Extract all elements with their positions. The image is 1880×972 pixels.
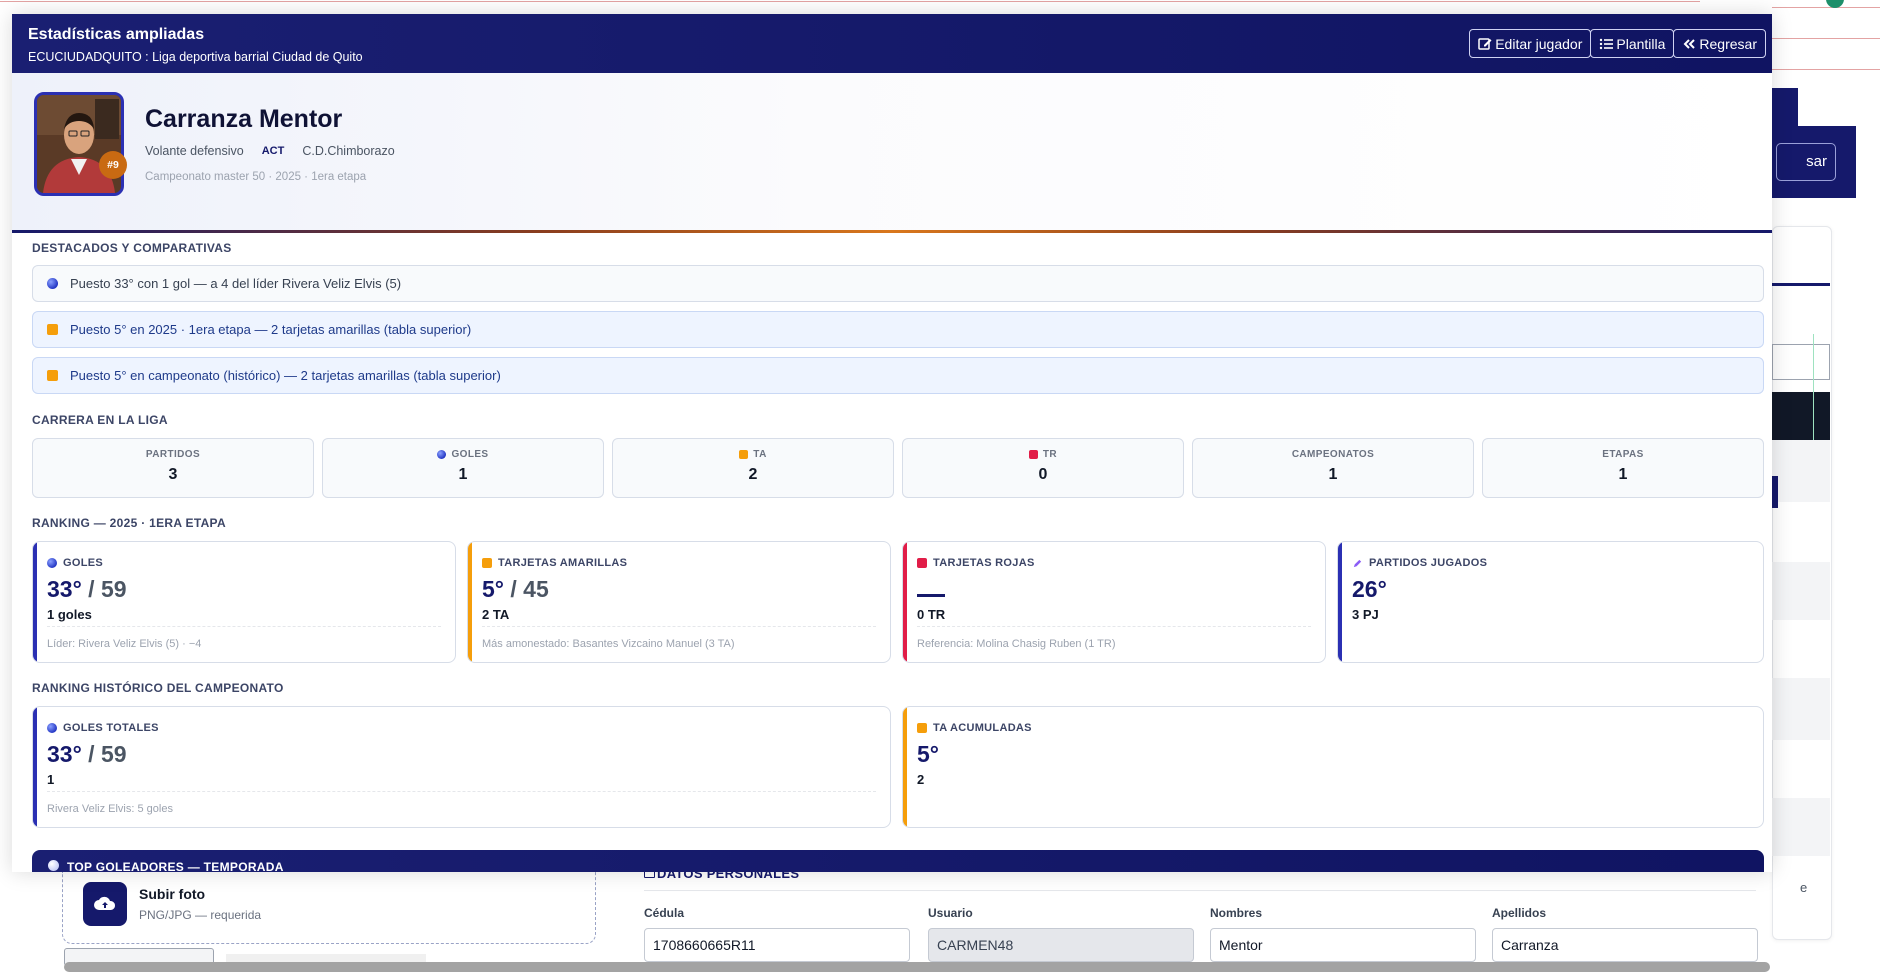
competition-label: Campeonato master 50 · 2025 · 1era etapa [145,171,367,183]
player-stats-modal: Estadísticas ampliadas ECUCIUDADQUITO : … [12,14,1772,872]
history-card-goles: GOLES TOTALES 33° / 59 1 Rivera Veliz El… [32,706,891,828]
nombres-label: Nombres [1210,906,1263,920]
player-position: Volante defensivo [145,144,244,158]
career-title: CARRERA EN LA LIGA [32,413,168,427]
red-card-icon [1028,450,1038,459]
background-input[interactable] [1772,344,1830,380]
stat-etapas: ETAPAS 1 [1482,438,1764,498]
stat-campeonatos: CAMPEONATOS 1 [1192,438,1474,498]
upload-hint: PNG/JPG — requerida [139,908,262,922]
league-name: ECUCIUDADQUITO : Liga deportiva barrial … [28,50,363,64]
back-button[interactable]: Regresar [1673,29,1766,58]
status-dot [1826,0,1844,8]
yellow-card-icon [47,324,58,335]
usuario-field[interactable]: CARMEN48 [928,928,1194,962]
background-accent [1772,476,1778,508]
yellow-card-icon [482,558,492,568]
highlight-item: Puesto 33° con 1 gol — a 4 del líder Riv… [32,265,1764,302]
photo-upload-zone[interactable]: Subir foto PNG/JPG — requerida [62,872,596,944]
modal-header: Estadísticas ampliadas ECUCIUDADQUITO : … [12,14,1772,73]
background-table-row [1772,562,1830,620]
cedula-field[interactable]: 1708660665R11 [644,928,910,962]
list-icon [1600,38,1614,49]
highlights-title: DESTACADOS Y COMPARATIVAS [32,241,232,255]
upload-title: Subir foto [139,886,206,902]
background-divider [1772,69,1880,70]
stat-goles: GOLES 1 [322,438,604,498]
rank-card-partidos: PARTIDOS JUGADOS 26° 3 PJ [1337,541,1764,663]
player-club: C.D.Chimborazo [302,144,395,158]
yellow-card-icon [917,723,927,733]
top-scorers-header: TOP GOLEADORES — TEMPORADA [32,850,1764,872]
history-title: RANKING HISTÓRICO DEL CAMPEONATO [32,681,284,695]
background-table-row [1772,678,1830,740]
jersey-number-badge: #9 [99,151,127,179]
apellidos-field[interactable]: Carranza [1492,928,1758,962]
background-divider [0,1,1700,2]
ball-icon [47,723,57,733]
background-table-row [1772,798,1830,856]
highlight-item: Puesto 5° en campeonato (histórico) — 2 … [32,357,1764,394]
apellidos-label: Apellidos [1492,906,1547,920]
yellow-card-icon [739,450,749,459]
divider [644,890,1756,891]
cloud-upload-icon [83,882,127,926]
background-panel-border [1810,334,1814,456]
ball-icon [48,860,59,871]
stat-ta: TA 2 [612,438,894,498]
pen-icon [1353,559,1362,567]
empty-rank-dash [917,594,945,597]
file-status-text [226,954,426,962]
ranking-title: RANKING — 2025 · 1ERA ETAPA [32,516,226,530]
player-photo [34,92,124,196]
red-card-icon [917,558,927,568]
double-chevron-left-icon [1683,38,1696,49]
nombres-field[interactable]: Mentor [1210,928,1476,962]
yellow-card-icon [47,370,58,381]
ball-icon [47,278,58,289]
player-header: #9 Carranza Mentor Volante defensivo ACT… [12,73,1772,233]
rank-card-amarillas: TARJETAS AMARILLAS 5° / 45 2 TA Más amon… [467,541,891,663]
roster-button[interactable]: Plantilla [1590,29,1675,58]
background-text: e [1800,880,1808,895]
ball-icon [437,450,447,459]
header-divider [12,230,1772,233]
edit-icon [1478,37,1492,50]
background-divider [1772,7,1880,8]
player-name: Carranza Mentor [145,105,343,133]
personal-data-section: DATOS PERSONALES Cédula 1708660665R11 Us… [628,860,1768,972]
cedula-label: Cédula [644,906,685,920]
highlight-item: Puesto 5° en 2025 · 1era etapa — 2 tarje… [32,311,1764,348]
horizontal-scrollbar[interactable] [64,962,1770,972]
background-header: sar [1772,126,1856,198]
background-back-button[interactable]: sar [1776,143,1836,181]
modal-title: Estadísticas ampliadas [28,26,205,43]
background-divider [1772,38,1880,39]
usuario-label: Usuario [928,906,973,920]
rank-card-goles: GOLES 33° / 59 1 goles Líder: Rivera Vel… [32,541,456,663]
history-card-ta: TA ACUMULADAS 5° 2 [902,706,1764,828]
edit-player-button[interactable]: Editar jugador [1469,29,1592,58]
ball-icon [47,558,57,568]
status-badge: ACT [261,145,285,157]
stat-partidos: PARTIDOS 3 [32,438,314,498]
background-divider [1772,283,1830,286]
stat-tr: TR 0 [902,438,1184,498]
background-table-header [1772,392,1830,440]
background-table-row [1772,440,1830,502]
rank-card-rojas: TARJETAS ROJAS 0 TR Referencia: Molina C… [902,541,1326,663]
